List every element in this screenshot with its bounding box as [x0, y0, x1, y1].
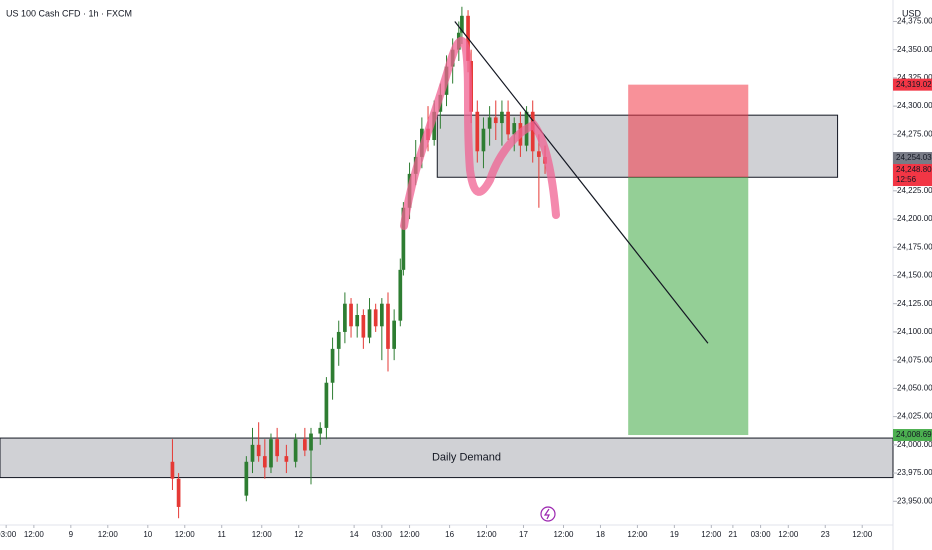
trendline — [454, 21, 709, 344]
x-tick-label: 23 — [821, 530, 830, 539]
x-tick-label: 21 — [728, 530, 737, 539]
x-tick-label: 12:00 — [852, 530, 873, 539]
candle-body — [493, 117, 498, 124]
x-tick-label: 12:00 — [98, 530, 119, 539]
x-tick-label: 14 — [350, 530, 359, 539]
candle-body — [398, 269, 403, 321]
y-tick-label: 24,175.00 — [897, 242, 932, 251]
candle-body — [309, 433, 313, 451]
candle-body — [336, 331, 341, 349]
candle-body — [250, 444, 255, 462]
candle-body — [293, 439, 298, 462]
x-tick-label: 12:00 — [400, 530, 421, 539]
y-tick-label: 24,375.00 — [897, 17, 932, 26]
price-tag — [893, 429, 932, 442]
x-tick-label: 11 — [218, 530, 227, 539]
zone — [0, 437, 894, 479]
y-tick-label: 24,300.00 — [897, 101, 932, 110]
x-tick-label: 12:00 — [627, 530, 648, 539]
x-tick-label: 12:00 — [175, 530, 196, 539]
candle-body — [343, 303, 347, 332]
x-tick-label: 12:00 — [701, 530, 722, 539]
candle-body — [318, 427, 323, 434]
candle-body — [256, 444, 261, 457]
candle-body — [170, 461, 175, 479]
y-tick-label: 24,000.00 — [897, 440, 932, 449]
x-tick-label: 16 — [445, 530, 454, 539]
x-tick-label: 03:00 — [0, 530, 17, 539]
price-tag-label: 24,254.03 — [896, 153, 932, 162]
x-tick-label: 12:00 — [24, 530, 45, 539]
candle-body — [355, 315, 360, 327]
price-tag — [893, 152, 932, 165]
candle-body — [262, 456, 267, 468]
y-tick-label: 24,150.00 — [897, 271, 932, 280]
y-tick-label: 24,275.00 — [897, 129, 932, 138]
candle-body — [487, 117, 492, 129]
price-tag-label: 24,248.80 — [896, 165, 932, 174]
candle-body — [367, 309, 372, 338]
x-tick-label: 03:00 — [751, 530, 772, 539]
x-tick-label: 12 — [294, 530, 303, 539]
x-tick-label: 19 — [670, 530, 679, 539]
x-tick-label: 9 — [69, 530, 74, 539]
candle-body — [401, 207, 406, 270]
candle-body — [506, 111, 510, 135]
y-tick-label: 23,975.00 — [897, 468, 932, 477]
price-tag — [893, 164, 932, 187]
candle-body — [361, 315, 366, 338]
candle-body — [269, 439, 273, 468]
price-tag-label: 24,319.02 — [896, 80, 932, 89]
candle-body — [373, 309, 378, 327]
candle-body — [392, 320, 396, 349]
candle-body — [481, 128, 486, 152]
x-tick-label: 12:00 — [553, 530, 574, 539]
y-tick-label: 24,100.00 — [897, 327, 932, 336]
candle-body — [324, 382, 329, 428]
candle-body — [512, 123, 517, 135]
candle-body — [244, 461, 249, 496]
candle-body — [475, 111, 480, 152]
x-tick-label: 18 — [596, 530, 605, 539]
candle-body — [275, 439, 279, 457]
candle-body — [530, 111, 535, 152]
zone-label: Daily Demand — [432, 452, 501, 464]
candle-body — [176, 478, 181, 507]
candle-body — [284, 456, 289, 462]
target-zone — [628, 177, 749, 436]
x-tick-label: 10 — [143, 530, 152, 539]
y-tick-label: 24,075.00 — [897, 355, 932, 364]
candle-body — [460, 15, 464, 33]
x-tick-label: 12:00 — [778, 530, 799, 539]
x-tick-label: 12:00 — [252, 530, 273, 539]
y-tick-label: 24,025.00 — [897, 412, 932, 421]
x-tick-label: 03:00 — [372, 530, 393, 539]
x-tick-label: 17 — [519, 530, 528, 539]
candle-body — [349, 303, 353, 327]
countdown: 12:56 — [896, 175, 917, 184]
y-tick-label: 24,125.00 — [897, 299, 932, 308]
candle-body — [379, 303, 384, 327]
candle-body — [303, 439, 307, 451]
y-tick-label: 24,050.00 — [897, 383, 932, 392]
price-tag — [893, 78, 932, 91]
y-tick-label: 23,950.00 — [897, 496, 932, 505]
candle-body — [537, 151, 541, 157]
stop-zone — [628, 84, 749, 178]
y-tick-label: 24,225.00 — [897, 186, 932, 195]
x-tick-label: 12:00 — [477, 530, 498, 539]
y-tick-label: 24,325.00 — [897, 73, 932, 82]
replay-icon[interactable] — [540, 506, 556, 522]
candle-body — [330, 348, 335, 383]
y-tick-label: 24,350.00 — [897, 45, 932, 54]
y-tick-label: 24,200.00 — [897, 214, 932, 223]
pattern-highlight — [400, 36, 560, 230]
chart-title: US 100 Cash CFD · 1h · FXCM — [6, 8, 132, 18]
candle-body — [500, 111, 504, 124]
currency[interactable]: USD — [902, 8, 922, 18]
price-tag-label: 24,008.69 — [896, 430, 932, 439]
candle-body — [386, 303, 390, 349]
